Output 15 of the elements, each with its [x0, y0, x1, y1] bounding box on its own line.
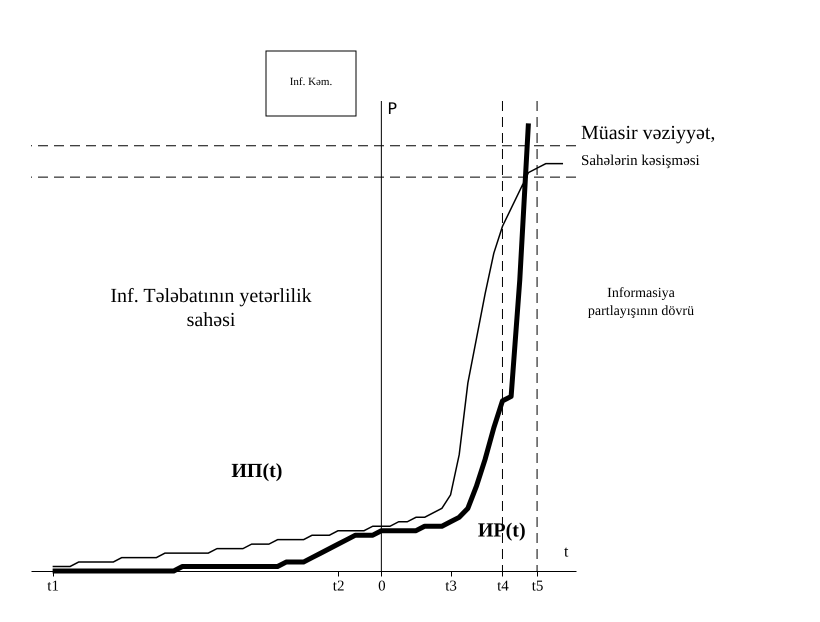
text: ИП(t)	[231, 460, 282, 482]
x-tick-label: t1	[47, 578, 59, 594]
text: Informasiya partlayışının dövrü	[588, 286, 694, 319]
x-tick-label: t3	[445, 578, 457, 594]
text: Inf. Kəm.	[290, 76, 332, 88]
text: Müasir vəziyyət,	[581, 122, 716, 144]
y-axis-title: P	[387, 99, 398, 118]
text: Sahələrin kəsişməsi	[581, 153, 700, 169]
x-tick-label: 0	[378, 578, 386, 594]
series-label: ИР(t)	[478, 519, 526, 542]
x-tick-label: t5	[532, 578, 544, 594]
x-tick-label: t4	[497, 578, 510, 594]
x-axis-title: t	[564, 544, 570, 560]
annotation: Inf. Tələbatının yetərlilik sahəsi	[110, 285, 312, 331]
x-tick-label: t2	[332, 578, 344, 594]
